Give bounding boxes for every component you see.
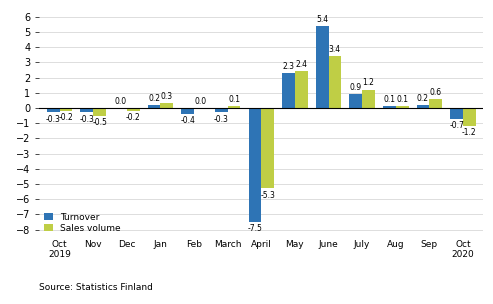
- Text: 0.9: 0.9: [350, 83, 362, 92]
- Text: 2.4: 2.4: [295, 60, 307, 69]
- Bar: [148, 105, 160, 108]
- Bar: [350, 94, 362, 108]
- Text: -0.7: -0.7: [449, 121, 464, 130]
- Bar: [316, 26, 328, 108]
- Text: 0.0: 0.0: [194, 97, 207, 106]
- Text: Source: Statistics Finland: Source: Statistics Finland: [39, 283, 153, 292]
- Text: 0.1: 0.1: [228, 95, 240, 104]
- Bar: [328, 56, 341, 108]
- Text: 0.2: 0.2: [148, 94, 160, 103]
- Text: 5.4: 5.4: [316, 15, 328, 24]
- Text: -7.5: -7.5: [247, 224, 262, 233]
- Text: -0.4: -0.4: [180, 116, 195, 125]
- Bar: [295, 71, 308, 108]
- Bar: [429, 99, 442, 108]
- Bar: [80, 108, 93, 112]
- Bar: [383, 106, 396, 108]
- Bar: [362, 90, 375, 108]
- Legend: Turnover, Sales volume: Turnover, Sales volume: [44, 213, 121, 233]
- Bar: [463, 108, 476, 126]
- Bar: [261, 108, 274, 188]
- Text: 0.3: 0.3: [161, 92, 173, 101]
- Text: 0.1: 0.1: [396, 95, 408, 104]
- Bar: [47, 108, 60, 112]
- Bar: [282, 73, 295, 108]
- Text: -0.3: -0.3: [214, 115, 229, 124]
- Text: -0.3: -0.3: [46, 115, 61, 124]
- Bar: [396, 106, 409, 108]
- Text: 0.0: 0.0: [114, 97, 127, 106]
- Bar: [215, 108, 228, 112]
- Text: -0.2: -0.2: [126, 113, 141, 122]
- Text: -0.5: -0.5: [92, 118, 107, 127]
- Bar: [93, 108, 106, 116]
- Text: 2.3: 2.3: [282, 62, 294, 71]
- Text: -5.3: -5.3: [260, 191, 275, 200]
- Text: 0.1: 0.1: [384, 95, 395, 104]
- Text: 3.4: 3.4: [329, 45, 341, 54]
- Text: 0.6: 0.6: [430, 88, 442, 97]
- Bar: [450, 108, 463, 119]
- Bar: [60, 108, 72, 111]
- Bar: [127, 108, 140, 111]
- Text: -1.2: -1.2: [462, 128, 477, 137]
- Bar: [160, 103, 173, 108]
- Bar: [228, 106, 241, 108]
- Bar: [417, 105, 429, 108]
- Text: 1.2: 1.2: [362, 78, 375, 88]
- Bar: [248, 108, 261, 222]
- Text: -0.2: -0.2: [59, 113, 73, 122]
- Bar: [181, 108, 194, 114]
- Text: -0.3: -0.3: [79, 115, 94, 124]
- Text: 0.2: 0.2: [417, 94, 429, 103]
